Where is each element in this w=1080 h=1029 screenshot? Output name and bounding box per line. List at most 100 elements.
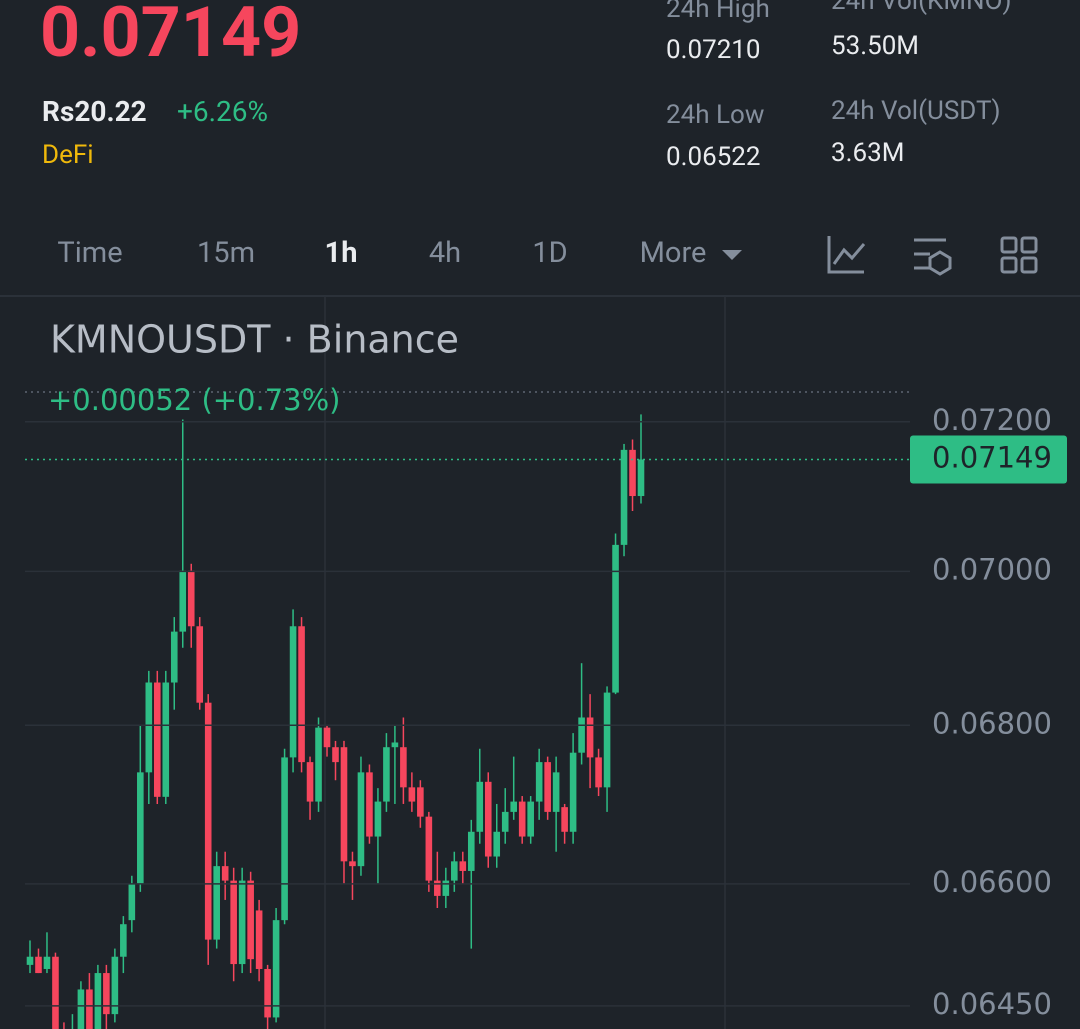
candle-body (145, 682, 153, 773)
candle-body (620, 449, 628, 545)
y-tick-label: 0.07000 (932, 552, 1052, 586)
candle-body (111, 956, 119, 1015)
y-tick-label: 0.07200 (932, 403, 1052, 437)
candle-body (103, 973, 110, 1015)
y-tick-label: 0.06600 (932, 865, 1052, 899)
candle-body (493, 831, 501, 857)
candle-body (86, 989, 93, 1029)
dropdown-arrow[interactable] (720, 248, 744, 262)
candle-body (459, 861, 467, 871)
candle-body (77, 989, 85, 1029)
candle-body (264, 968, 271, 1018)
candle-body (629, 449, 636, 497)
tab[interactable]: 4h (428, 236, 462, 270)
candle-body (357, 772, 365, 867)
candle-body (170, 631, 178, 683)
candle-body (94, 973, 102, 1029)
stat-value: 53.50M (831, 31, 920, 61)
tab[interactable]: 1D (532, 236, 568, 270)
candle-body (637, 459, 645, 497)
candle-body (476, 781, 484, 832)
last-price-tag (910, 435, 1067, 484)
candle-body (204, 702, 212, 940)
candle-body (128, 883, 136, 921)
tab[interactable]: 1h (324, 236, 358, 270)
last-price-label: 0.07149 (932, 441, 1052, 475)
stat-label: 24h High (666, 0, 770, 24)
candle-body (374, 801, 382, 837)
candle-body (221, 866, 229, 881)
candle-body (255, 910, 263, 969)
candle-body (501, 811, 509, 832)
candle-body (340, 747, 348, 862)
candle-body (408, 787, 416, 802)
candle-body (137, 772, 144, 884)
candle-body (213, 866, 220, 940)
tab[interactable]: 15m (196, 236, 256, 270)
candle-body (247, 880, 254, 960)
candle-body (417, 787, 424, 817)
candle-body (561, 807, 568, 832)
candle-body (281, 757, 288, 921)
stat-label: 24h Vol(KMNO) (831, 0, 1012, 16)
candle-body (383, 747, 390, 802)
stat-label: 24h Low (666, 100, 765, 130)
candle-body (510, 801, 518, 812)
candle-body (544, 762, 551, 812)
candle-body (349, 861, 356, 867)
tag: DeFi (42, 140, 94, 170)
candle-body (484, 781, 492, 857)
candle-body (366, 772, 373, 837)
candle-body (306, 762, 314, 802)
candle-body (332, 747, 339, 763)
y-tick-label: 0.06800 (932, 706, 1052, 740)
candle-body (35, 956, 42, 974)
stat-value: 3.63M (831, 138, 905, 168)
tab[interactable]: Time (57, 236, 123, 270)
candle-body (52, 956, 59, 1029)
candle-body (153, 682, 161, 797)
stat-value: 0.07210 (666, 35, 761, 65)
stat-label: 24h Vol(USDT) (831, 96, 1001, 126)
candle-body (578, 717, 585, 753)
candle-body (43, 956, 51, 969)
candle-body (323, 727, 331, 748)
candle-body (230, 880, 237, 965)
candle-body (518, 801, 526, 837)
candle-body (238, 880, 246, 965)
candle-body (527, 801, 534, 837)
price: 0.07149 (40, 0, 302, 74)
candle-body (535, 762, 543, 802)
candle-body (120, 924, 127, 957)
candle-body (289, 626, 297, 758)
chart-title: KMNOUSDT · Binance (50, 318, 459, 362)
candle-body (196, 626, 204, 703)
candle-body (569, 752, 577, 832)
candle-body (434, 880, 441, 896)
toolbar-icons[interactable] (826, 234, 1042, 276)
candle-body (442, 880, 450, 896)
candle-body (391, 742, 399, 748)
candle-body (272, 920, 280, 1018)
candle-body (162, 682, 170, 797)
candle-body (612, 544, 619, 693)
candle-body (315, 727, 322, 802)
candle-body (26, 956, 34, 965)
candle-body (298, 626, 305, 763)
stat-value: 0.06522 (666, 142, 761, 172)
candle-body (425, 816, 433, 881)
candle-body (586, 717, 594, 758)
fiat-price: Rs20.22 (42, 95, 147, 128)
chart-subtitle: +0.00052 (+0.73%) (48, 383, 341, 417)
candle-body (187, 570, 195, 627)
candle-body (467, 831, 475, 871)
candle-body (400, 747, 407, 788)
tab[interactable]: More (639, 236, 707, 270)
change: +6.26% (177, 95, 268, 128)
candle-body (179, 570, 187, 632)
candle-body (603, 692, 611, 788)
y-tick-label: 0.06450 (932, 987, 1052, 1021)
candle-body (451, 861, 458, 881)
